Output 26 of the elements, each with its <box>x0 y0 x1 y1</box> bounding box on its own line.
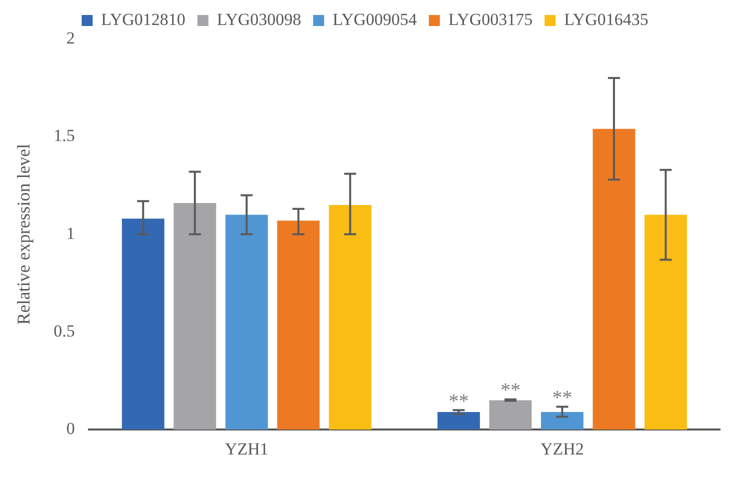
bar <box>122 218 164 430</box>
bar <box>540 412 584 430</box>
data-label: ** <box>448 390 469 412</box>
bar <box>644 214 687 430</box>
data-label: ** <box>552 387 572 409</box>
y-tick-label: 1.5 <box>54 126 75 146</box>
x-tick-label: YZH1 <box>224 439 268 458</box>
bar <box>174 203 216 430</box>
y-axis-title: Relative expression level <box>14 144 34 325</box>
bar <box>437 412 480 430</box>
legend-label: LYG016435 <box>564 10 648 29</box>
y-tick-label: 2 <box>66 28 75 48</box>
y-tick-label: 1 <box>66 224 75 243</box>
y-tick-label: 0 <box>66 419 75 438</box>
y-tick-label: 0.5 <box>54 321 75 340</box>
bar <box>277 220 320 430</box>
bar <box>489 400 532 430</box>
x-tick-label: YZH2 <box>540 439 584 458</box>
bar <box>592 128 636 430</box>
bar <box>328 205 372 430</box>
legend-label: LYG030098 <box>216 10 302 29</box>
legend-label: LYG003175 <box>448 10 533 29</box>
legend-label: LYG012810 <box>101 10 186 29</box>
data-label: ** <box>500 380 520 402</box>
bar <box>225 214 268 430</box>
legend-label: LYG009054 <box>332 10 418 29</box>
